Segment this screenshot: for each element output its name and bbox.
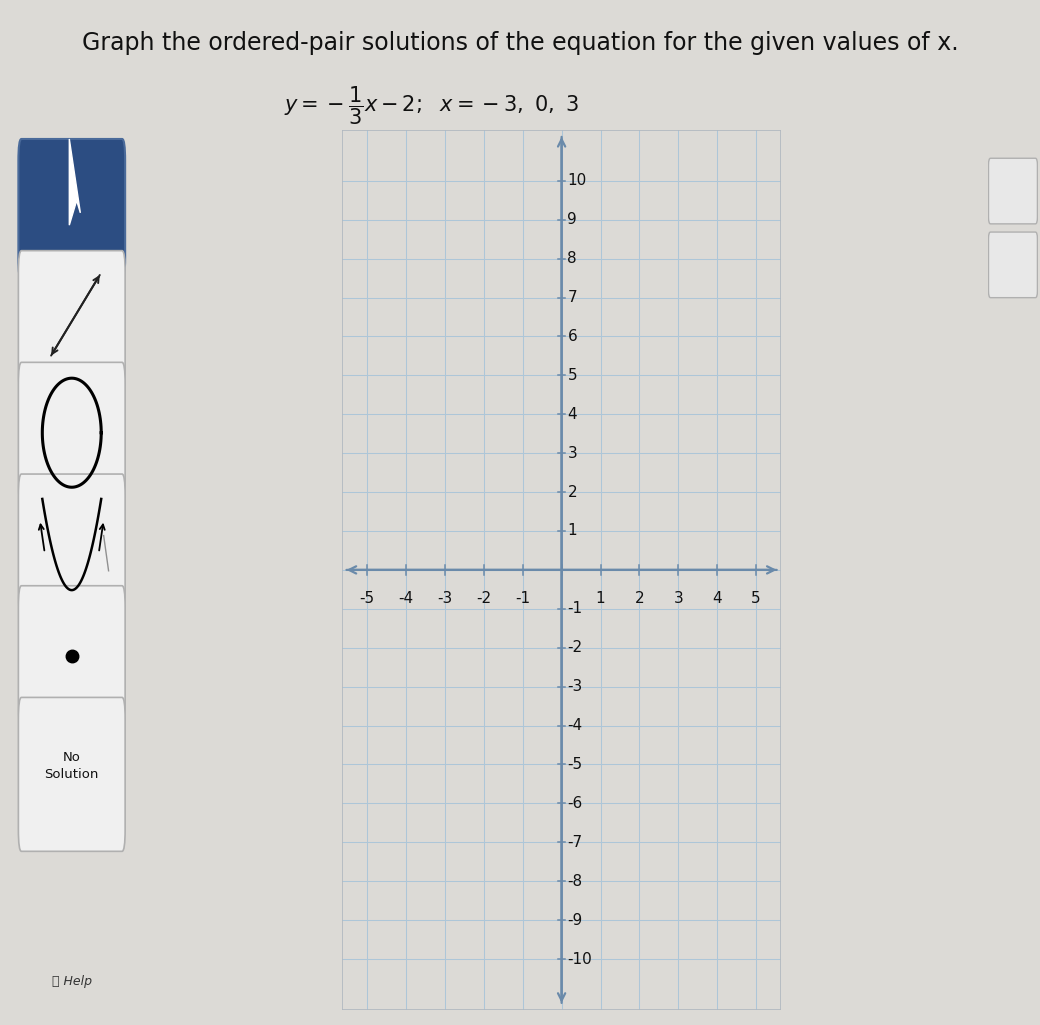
FancyBboxPatch shape	[19, 697, 125, 852]
FancyBboxPatch shape	[988, 158, 1038, 223]
Text: 3: 3	[674, 591, 683, 607]
Text: -2: -2	[568, 641, 582, 655]
Text: -2: -2	[476, 591, 491, 607]
FancyBboxPatch shape	[19, 585, 125, 727]
Text: 10: 10	[568, 173, 587, 189]
Text: 7: 7	[568, 290, 577, 305]
Text: 4: 4	[568, 407, 577, 421]
FancyBboxPatch shape	[19, 474, 125, 615]
Text: -7: -7	[568, 834, 582, 850]
FancyBboxPatch shape	[988, 232, 1038, 297]
Text: -4: -4	[398, 591, 414, 607]
Text: -6: -6	[568, 795, 582, 811]
Text: 8: 8	[568, 251, 577, 266]
Text: 9: 9	[568, 212, 577, 228]
Text: -1: -1	[515, 591, 530, 607]
Text: 1: 1	[568, 524, 577, 538]
Text: 2: 2	[634, 591, 644, 607]
Text: 5: 5	[751, 591, 761, 607]
FancyBboxPatch shape	[19, 363, 125, 503]
Text: 3: 3	[568, 446, 577, 460]
FancyBboxPatch shape	[19, 251, 125, 392]
Text: -9: -9	[568, 912, 582, 928]
Text: -8: -8	[568, 873, 582, 889]
Text: 1: 1	[596, 591, 605, 607]
Text: -5: -5	[360, 591, 374, 607]
Text: Graph the ordered-pair solutions of the equation for the given values of x.: Graph the ordered-pair solutions of the …	[82, 31, 958, 54]
Text: -3: -3	[568, 680, 582, 694]
Text: -3: -3	[437, 591, 452, 607]
Text: 4: 4	[712, 591, 722, 607]
Text: ⓘ Help: ⓘ Help	[52, 975, 92, 988]
Text: 5: 5	[568, 368, 577, 382]
Text: -10: -10	[568, 951, 592, 967]
Text: 2: 2	[568, 485, 577, 499]
Text: -4: -4	[568, 719, 582, 733]
Text: $y = -\dfrac{1}{3}x - 2;\ \ x = -3,\ 0,\ 3$: $y = -\dfrac{1}{3}x - 2;\ \ x = -3,\ 0,\…	[284, 84, 579, 126]
Text: 6: 6	[568, 329, 577, 344]
Text: -1: -1	[568, 602, 582, 616]
Polygon shape	[70, 139, 80, 226]
Text: -5: -5	[568, 757, 582, 772]
Text: No
Solution: No Solution	[45, 750, 99, 781]
FancyBboxPatch shape	[19, 139, 125, 280]
